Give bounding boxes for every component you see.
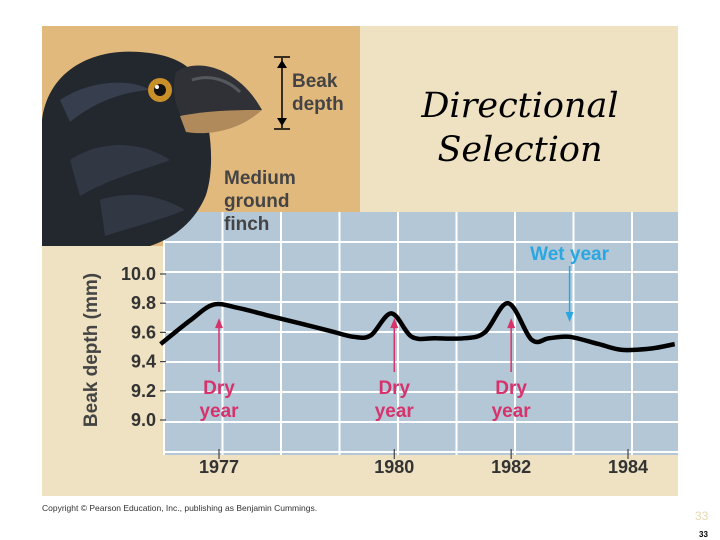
species-label-word-2: ground bbox=[224, 191, 289, 212]
x-axis: 1977 1980 1982 1984 bbox=[199, 449, 648, 477]
y-axis-label: Beak depth (mm) bbox=[81, 273, 102, 427]
dry-year-label: Dry year bbox=[492, 378, 532, 422]
dry-year-word-2: year bbox=[492, 401, 532, 422]
page-number-ghost: 33 bbox=[695, 509, 709, 523]
beak-label-word-2: depth bbox=[292, 94, 344, 115]
dry-year-label: Dry year bbox=[375, 378, 415, 422]
title-line-2: Selection bbox=[437, 130, 603, 170]
species-label-word-3: finch bbox=[224, 214, 269, 235]
dry-year-arrow-head bbox=[390, 318, 399, 329]
finch-illustration bbox=[42, 51, 262, 246]
wet-year-arrow-head bbox=[565, 312, 574, 322]
beak-depth-label: Beak depth bbox=[292, 71, 344, 115]
beak-depth-line bbox=[159, 300, 676, 353]
y-tick-label: 10.0 bbox=[121, 264, 156, 284]
dry-year-word-1: Dry bbox=[203, 378, 235, 399]
dry-year-word-2: year bbox=[199, 401, 239, 422]
species-label: Medium ground finch bbox=[224, 168, 301, 235]
dry-year-word-2: year bbox=[375, 401, 415, 422]
y-tick-label: 9.6 bbox=[131, 322, 156, 342]
wet-year-label: Wet year bbox=[530, 244, 609, 265]
dry-year-word-1: Dry bbox=[495, 378, 527, 399]
copyright-text: Copyright © Pearson Education, Inc., pub… bbox=[42, 503, 318, 513]
beak-label-word-1: Beak bbox=[292, 71, 338, 92]
title-line-1: Directional bbox=[421, 86, 619, 126]
slide-title: Directional Selection bbox=[400, 84, 640, 172]
dry-year-label: Dry year bbox=[199, 378, 239, 422]
x-tick-label: 1977 bbox=[199, 457, 239, 477]
y-tick-label: 9.0 bbox=[131, 410, 156, 430]
beak-depth-arrow bbox=[274, 56, 290, 130]
x-tick-label: 1982 bbox=[491, 457, 531, 477]
series-group bbox=[159, 300, 676, 353]
dry-year-arrow-head bbox=[507, 318, 516, 329]
y-tick-label: 9.2 bbox=[131, 381, 156, 401]
dry-year-word-1: Dry bbox=[378, 378, 410, 399]
x-tick-label: 1984 bbox=[608, 457, 648, 477]
plot-area bbox=[164, 212, 678, 455]
species-label-word-1: Medium bbox=[224, 168, 296, 189]
y-tick-label: 9.4 bbox=[131, 352, 156, 372]
y-axis: 10.0 9.8 9.6 9.4 9.2 9.0 bbox=[121, 264, 166, 430]
x-tick-label: 1980 bbox=[374, 457, 414, 477]
y-tick-label: 9.8 bbox=[131, 293, 156, 313]
page-number: 33 bbox=[699, 530, 708, 539]
dry-year-arrow-head bbox=[215, 318, 223, 329]
